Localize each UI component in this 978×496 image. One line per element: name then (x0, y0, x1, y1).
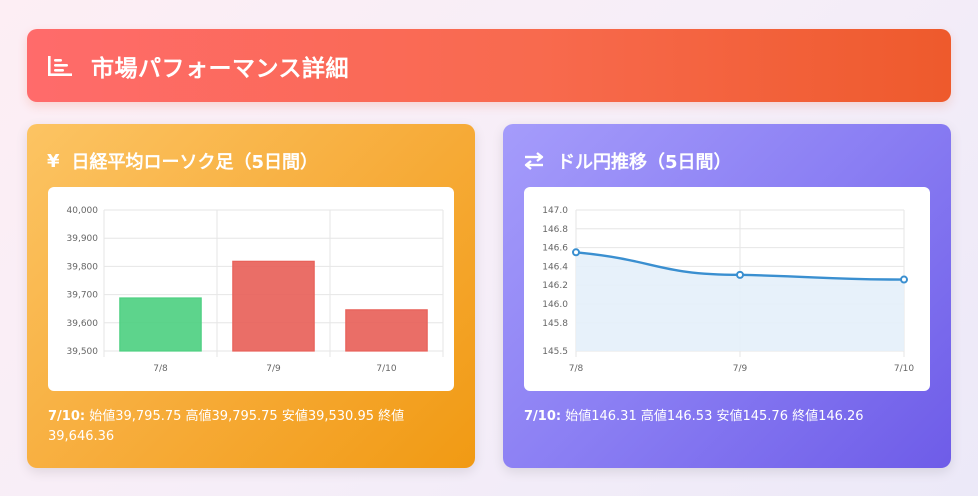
page-header: 市場パフォーマンス詳細 (27, 29, 951, 102)
x-tick-label: 7/9 (733, 364, 748, 374)
y-tick-label: 39,900 (67, 234, 99, 244)
bar (232, 260, 315, 352)
nikkei-summary-date: 7/10: (48, 409, 86, 424)
usdjpy-title-text: ドル円推移（5日間） (557, 152, 732, 173)
y-tick-label: 145.8 (542, 319, 568, 329)
data-point (900, 275, 908, 284)
usdjpy-chart-svg: 145.5 145.8 146.0 146.2 146.4 146.6 146.8 147.0… (542, 206, 914, 374)
usdjpy-summary: 7/10: 始値146.31 高値146.53 安値145.76 終値146.2… (524, 407, 924, 427)
y-tick-label: 146.2 (542, 281, 568, 291)
nikkei-card-title: ¥ 日経平均ローソク足（5日間） (47, 148, 318, 174)
bar (345, 309, 428, 352)
x-tick-label: 7/8 (569, 364, 584, 374)
usdjpy-summary-date: 7/10: (524, 409, 562, 424)
nikkei-title-text: 日経平均ローソク足（5日間） (71, 152, 319, 173)
area-fill (576, 252, 904, 351)
y-tick-label: 40,000 (67, 206, 99, 216)
y-tick-label: 39,500 (67, 347, 99, 357)
usdjpy-summary-text: 始値146.31 高値146.53 安値145.76 終値146.26 (565, 409, 864, 424)
bar (119, 297, 202, 352)
nikkei-card: ¥ 日経平均ローソク足（5日間） 39,500 39,600 39,700 39,80… (27, 124, 475, 468)
yen-icon: ¥ (47, 150, 60, 172)
exchange-arrows-icon (523, 152, 545, 170)
nikkei-chart-svg: 39,500 39,600 39,700 39,800 39,900 40,000 7/8 7… (67, 206, 444, 374)
y-tick-label: 39,800 (67, 262, 99, 272)
x-tick-label: 7/8 (153, 364, 168, 374)
y-tick-label: 146.4 (542, 262, 568, 272)
usdjpy-chart: 145.5 145.8 146.0 146.2 146.4 146.6 146.8 147.0… (524, 187, 930, 391)
y-tick-label: 146.8 (542, 225, 568, 235)
data-point (736, 270, 744, 279)
y-tick-label: 39,600 (67, 319, 99, 329)
nikkei-summary: 7/10: 始値39,795.75 高値39,795.75 安値39,530.9… (48, 407, 448, 447)
x-tick-label: 7/9 (266, 364, 281, 374)
nikkei-summary-text: 始値39,795.75 高値39,795.75 安値39,530.95 終値39… (48, 409, 405, 444)
data-point (572, 248, 580, 257)
page-title: 市場パフォーマンス詳細 (91, 55, 350, 82)
y-tick-label: 146.0 (542, 300, 568, 310)
x-tick-label: 7/10 (376, 364, 396, 374)
y-tick-label: 39,700 (67, 291, 99, 301)
y-tick-label: 147.0 (542, 206, 568, 216)
nikkei-chart: 39,500 39,600 39,700 39,800 39,900 40,000 7/8 7… (48, 187, 454, 391)
y-tick-label: 146.6 (542, 244, 568, 254)
x-tick-label: 7/10 (894, 364, 914, 374)
y-tick-label: 145.5 (542, 347, 568, 357)
usdjpy-card-title: ドル円推移（5日間） (523, 148, 732, 174)
usdjpy-card: ドル円推移（5日間） 145.5 145.8 146.0 146.2 146.4 146.… (503, 124, 951, 468)
chart-list-icon (47, 52, 75, 80)
